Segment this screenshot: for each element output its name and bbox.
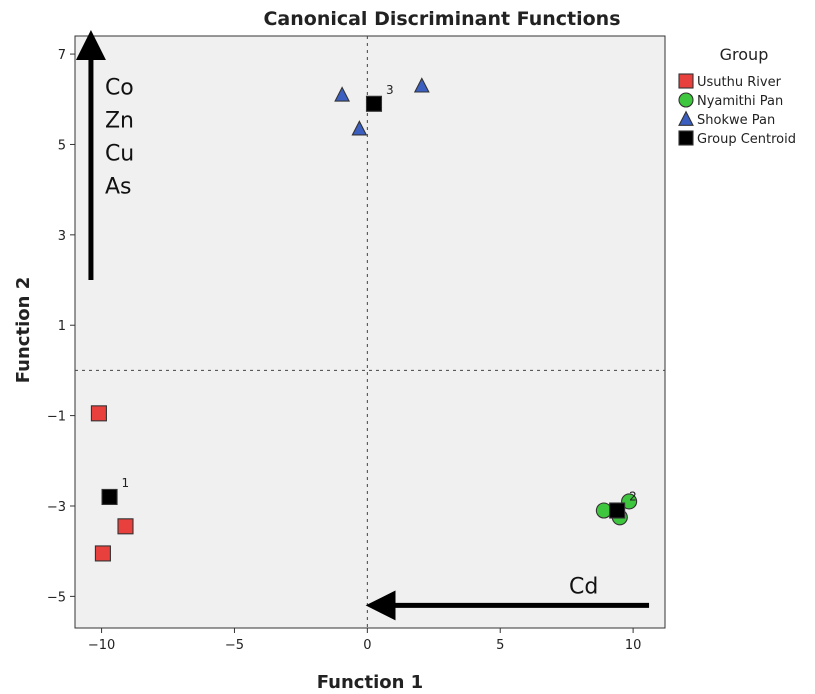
reference-lines	[75, 36, 665, 628]
group-centroid-point	[101, 488, 118, 505]
y-axis-label: Function 2	[13, 277, 34, 383]
x-tick-label: 0	[363, 638, 371, 653]
annotation-label: Cu	[105, 142, 134, 167]
data-point	[334, 86, 350, 102]
data-point	[90, 405, 107, 422]
legend-entry: Group Centroid	[697, 132, 796, 147]
annotation-label: Zn	[105, 109, 134, 134]
annotation-label: Cd	[569, 574, 598, 599]
data-point	[117, 518, 134, 535]
y-tick-label: 5	[58, 138, 66, 153]
legend-marker	[678, 92, 694, 108]
group-centroid-point	[365, 95, 383, 112]
centroid-label: 2	[629, 490, 637, 504]
chart-title: Canonical Discriminant Functions	[263, 8, 620, 30]
x-tick-label: 5	[496, 638, 504, 653]
annotation-label: Co	[105, 76, 134, 101]
x-axis: −10 −5 0 5 10	[88, 628, 642, 653]
x-tick-label: −10	[88, 638, 115, 653]
group-centroid-point	[609, 502, 626, 519]
annotation-label: As	[105, 175, 132, 200]
y-tick-label: 7	[58, 48, 66, 63]
legend-marker	[678, 130, 694, 146]
data-points: 1 2 3	[90, 77, 638, 562]
x-tick-label: −5	[225, 638, 244, 653]
y-tick-label: −5	[47, 590, 66, 605]
plot-area	[74, 35, 666, 629]
legend-entry: Usuthu River	[697, 75, 782, 90]
data-point	[413, 77, 430, 93]
centroid-label: 1	[122, 476, 130, 490]
legend-marker	[678, 110, 694, 126]
y-tick-label: −1	[47, 410, 66, 425]
y-tick-label: 1	[58, 319, 66, 334]
data-point	[94, 545, 111, 562]
y-tick-label: −3	[47, 500, 66, 515]
legend-entry: Shokwe Pan	[697, 113, 775, 128]
x-tick-label: 10	[625, 638, 642, 653]
annotations: Co Zn Cu As Cd	[75, 30, 650, 621]
legend: Group Usuthu River Nyamithi Pan Shokwe Pan…	[678, 45, 796, 147]
y-axis: −5 −3 −1 1 3 5 7	[47, 48, 75, 605]
legend-marker	[678, 73, 694, 89]
y-tick-label: 3	[58, 229, 66, 244]
data-point	[351, 120, 368, 136]
x-axis-label: Function 1	[317, 672, 423, 693]
legend-title: Group	[720, 45, 769, 64]
centroid-label: 3	[386, 83, 394, 97]
data-point	[621, 493, 638, 510]
legend-entry: Nyamithi Pan	[697, 94, 783, 109]
